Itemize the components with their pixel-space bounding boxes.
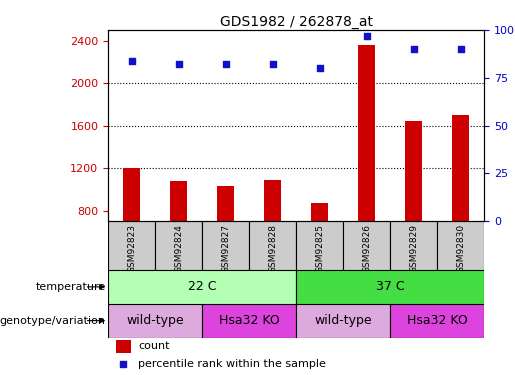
Text: GSM92827: GSM92827 xyxy=(221,224,230,273)
Text: wild-type: wild-type xyxy=(126,314,184,327)
Bar xyxy=(170,182,187,221)
Bar xyxy=(202,304,296,338)
Text: GSM92825: GSM92825 xyxy=(315,224,324,273)
Point xyxy=(175,62,183,68)
Bar xyxy=(296,270,484,304)
Bar xyxy=(108,304,202,338)
Text: GSM92824: GSM92824 xyxy=(174,224,183,273)
Bar xyxy=(390,221,437,270)
Text: wild-type: wild-type xyxy=(314,314,372,327)
Bar xyxy=(108,221,155,270)
Point xyxy=(316,65,324,71)
Text: Hsa32 KO: Hsa32 KO xyxy=(407,314,468,327)
Point xyxy=(268,62,277,68)
Bar xyxy=(452,115,469,221)
Bar xyxy=(358,45,375,221)
Bar xyxy=(202,221,249,270)
Bar xyxy=(296,304,390,338)
Point xyxy=(119,361,127,367)
Text: GSM92823: GSM92823 xyxy=(127,224,136,273)
Text: percentile rank within the sample: percentile rank within the sample xyxy=(138,359,326,369)
Point xyxy=(363,33,371,39)
Text: 22 C: 22 C xyxy=(188,280,216,293)
Point xyxy=(409,46,418,52)
Bar xyxy=(296,221,343,270)
Text: Hsa32 KO: Hsa32 KO xyxy=(219,314,280,327)
Bar xyxy=(217,186,234,221)
Text: count: count xyxy=(138,341,170,351)
Text: GSM92828: GSM92828 xyxy=(268,224,277,273)
Point xyxy=(128,58,136,64)
Bar xyxy=(116,340,131,352)
Bar xyxy=(264,180,281,221)
Bar xyxy=(124,168,140,221)
Text: GSM92829: GSM92829 xyxy=(409,224,418,273)
Text: 37 C: 37 C xyxy=(376,280,404,293)
Bar xyxy=(249,221,296,270)
Text: GSM92826: GSM92826 xyxy=(362,224,371,273)
Bar xyxy=(437,221,484,270)
Bar xyxy=(390,304,484,338)
Bar xyxy=(312,203,328,221)
Bar xyxy=(405,122,422,221)
Point xyxy=(221,62,230,68)
Point xyxy=(456,46,465,52)
Text: GSM92830: GSM92830 xyxy=(456,224,465,273)
Bar xyxy=(155,221,202,270)
Text: temperature: temperature xyxy=(36,282,106,292)
Text: genotype/variation: genotype/variation xyxy=(0,316,106,326)
Title: GDS1982 / 262878_at: GDS1982 / 262878_at xyxy=(219,15,373,29)
Bar xyxy=(108,270,296,304)
Bar xyxy=(343,221,390,270)
